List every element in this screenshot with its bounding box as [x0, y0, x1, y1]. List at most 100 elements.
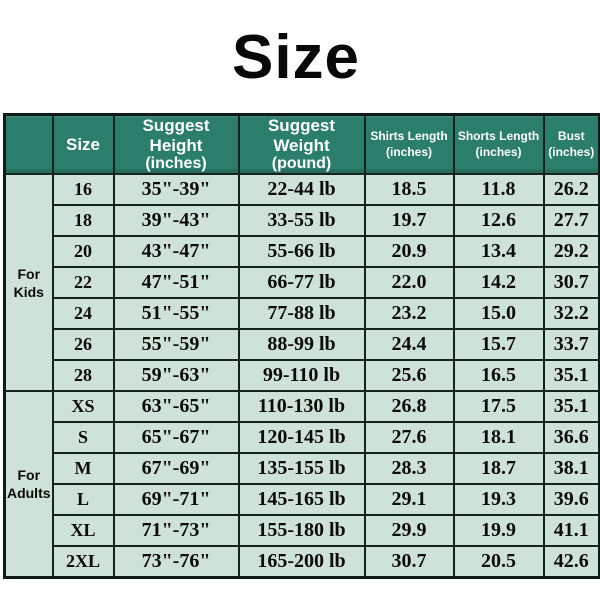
page-title: Size	[231, 23, 361, 92]
weight-cell: 155-180 lb	[237, 514, 366, 548]
table-header-row: Size Suggest Height (inches) Suggest Wei…	[3, 113, 600, 176]
shirts-length-cell: 24.4	[363, 328, 455, 362]
table-row: 28 59"-63" 99-110 lb 25.6 16.5 35.1	[5, 359, 600, 393]
shirts-length-cell: 23.2	[363, 297, 455, 331]
column-subtitle: (inches)	[475, 144, 522, 159]
table-row: L 69"-71" 145-165 lb 29.1 19.3 39.6	[5, 483, 600, 517]
table-row: 2XL 73"-76" 165-200 lb 30.7 20.5 42.6	[5, 545, 600, 579]
height-cell: 71"-73"	[112, 514, 240, 548]
shorts-length-cell: 17.5	[452, 390, 545, 424]
table-row: XL 71"-73" 155-180 lb 29.9 19.9 41.1	[5, 514, 600, 548]
height-cell: 51"-55"	[112, 297, 240, 331]
shirts-length-cell: 28.3	[363, 452, 455, 486]
weight-cell: 33-55 lb	[237, 204, 366, 238]
shirts-length-cell: 20.9	[363, 235, 455, 269]
shorts-length-cell: 19.3	[452, 483, 545, 517]
column-header-suggest-weight: Suggest Weight (pound)	[237, 113, 366, 176]
table-row: 24 51"-55" 77-88 lb 23.2 15.0 32.2	[5, 297, 600, 331]
weight-cell: 110-130 lb	[237, 390, 366, 424]
size-cell: 26	[51, 328, 115, 362]
height-cell: 69"-71"	[112, 483, 240, 517]
weight-cell: 120-145 lb	[237, 421, 366, 455]
column-title: Suggest Height	[142, 116, 210, 155]
column-subtitle: (inches)	[385, 144, 432, 159]
table-row: 22 47"-51" 66-77 lb 22.0 14.2 30.7	[5, 266, 600, 300]
weight-cell: 99-110 lb	[237, 359, 366, 393]
shirts-length-cell: 29.9	[363, 514, 455, 548]
shirts-length-cell: 25.6	[363, 359, 455, 393]
column-subtitle: (inches)	[548, 144, 595, 159]
shorts-length-cell: 15.7	[452, 328, 545, 362]
table-row: S 65"-67" 120-145 lb 27.6 18.1 36.6	[5, 421, 600, 455]
shorts-length-cell: 18.1	[452, 421, 545, 455]
shorts-length-cell: 11.8	[452, 173, 545, 207]
weight-cell: 77-88 lb	[237, 297, 366, 331]
group-label-cell: For Kids	[3, 173, 54, 393]
size-cell: 28	[51, 359, 115, 393]
column-title: Suggest Weight	[267, 116, 336, 155]
weight-cell: 88-99 lb	[237, 328, 366, 362]
height-cell: 35"-39"	[112, 173, 240, 207]
weight-cell: 135-155 lb	[237, 452, 366, 486]
group-label-cell: For Adults	[3, 390, 54, 579]
size-cell: S	[51, 421, 115, 455]
bust-cell: 30.7	[542, 266, 600, 300]
shorts-length-cell: 13.4	[452, 235, 545, 269]
bust-cell: 29.2	[542, 235, 600, 269]
shorts-length-cell: 20.5	[452, 545, 545, 579]
size-table: Size Suggest Height (inches) Suggest Wei…	[3, 113, 600, 579]
shorts-length-cell: 18.7	[452, 452, 545, 486]
column-header-bust: Bust (inches)	[542, 113, 600, 176]
bust-cell: 33.7	[542, 328, 600, 362]
bust-cell: 38.1	[542, 452, 600, 486]
bust-cell: 32.2	[542, 297, 600, 331]
height-cell: 59"-63"	[112, 359, 240, 393]
bust-cell: 42.6	[542, 545, 600, 579]
shorts-length-cell: 19.9	[452, 514, 545, 548]
bust-cell: 35.1	[542, 359, 600, 393]
size-cell: XL	[51, 514, 115, 548]
weight-cell: 145-165 lb	[237, 483, 366, 517]
weight-cell: 165-200 lb	[237, 545, 366, 579]
size-cell: 20	[51, 235, 115, 269]
shirts-length-cell: 27.6	[363, 421, 455, 455]
shirts-length-cell: 22.0	[363, 266, 455, 300]
shirts-length-cell: 19.7	[363, 204, 455, 238]
column-title: Shorts Length	[457, 129, 540, 144]
height-cell: 67"-69"	[112, 452, 240, 486]
column-subtitle: (inches)	[145, 155, 207, 173]
size-cell: M	[51, 452, 115, 486]
table-row: For Adults XS 63"-65" 110-130 lb 26.8 17.5 35.…	[3, 390, 600, 579]
column-header-size: Size	[51, 113, 115, 176]
height-cell: 39"-43"	[112, 204, 240, 238]
height-cell: 43"-47"	[112, 235, 240, 269]
column-title: Bust	[557, 129, 585, 144]
column-header-shorts-length: Shorts Length (inches)	[452, 113, 545, 176]
shirts-length-cell: 30.7	[363, 545, 455, 579]
size-cell: 2XL	[51, 545, 115, 579]
size-cell: 16	[51, 173, 115, 207]
shirts-length-cell: 26.8	[363, 390, 455, 424]
height-cell: 63"-65"	[112, 390, 240, 424]
size-cell: 24	[51, 297, 115, 331]
shorts-length-cell: 12.6	[452, 204, 545, 238]
weight-cell: 55-66 lb	[237, 235, 366, 269]
corner-header-cell	[3, 113, 54, 176]
height-cell: 47"-51"	[112, 266, 240, 300]
table-row: M 67"-69" 135-155 lb 28.3 18.7 38.1	[5, 452, 600, 486]
size-cell: 22	[51, 266, 115, 300]
height-cell: 65"-67"	[112, 421, 240, 455]
shorts-length-cell: 16.5	[452, 359, 545, 393]
bust-cell: 27.7	[542, 204, 600, 238]
size-cell: L	[51, 483, 115, 517]
column-title: Shirts Length	[370, 129, 448, 144]
table-row: 18 39"-43" 33-55 lb 19.7 12.6 27.7	[5, 204, 600, 238]
column-title: Size	[65, 134, 101, 154]
bust-cell: 36.6	[542, 421, 600, 455]
weight-cell: 66-77 lb	[237, 266, 366, 300]
height-cell: 73"-76"	[112, 545, 240, 579]
table-row: For Kids 16 35"-39" 22-44 lb 18.5 11.8 26.2	[3, 173, 600, 393]
column-header-shirts-length: Shirts Length (inches)	[363, 113, 455, 176]
shirts-length-cell: 29.1	[363, 483, 455, 517]
